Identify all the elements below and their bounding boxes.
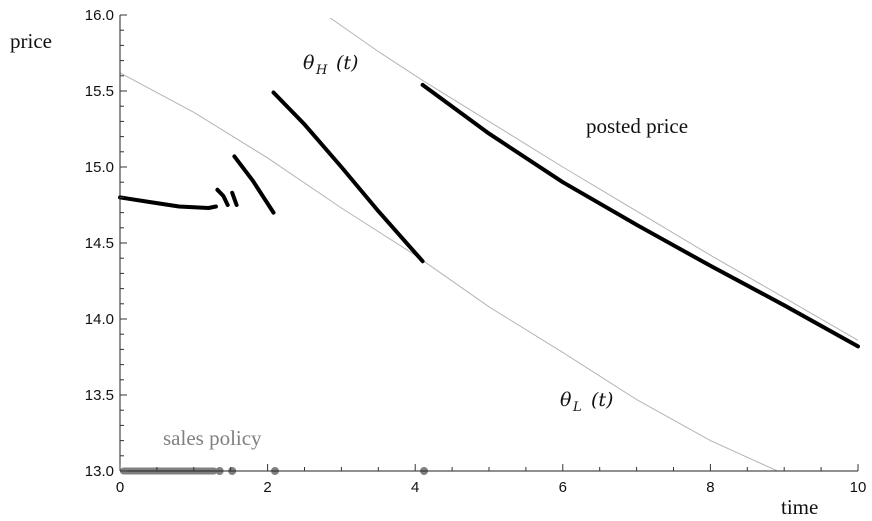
y-tick-label: 15.5	[85, 83, 114, 100]
axes-layer: 13.0 13.5 14.0 14.5 15.0 15.5 16.0 0 2 4 6 8 10	[85, 7, 867, 496]
y-tick-label: 13.5	[85, 387, 114, 404]
theta-h-symbol: θ	[303, 52, 315, 74]
posted-price-segment-3	[230, 190, 239, 207]
posted-price-segment-6	[420, 82, 860, 349]
theta-h-argument: (t)	[336, 52, 358, 74]
y-axis-title: price	[10, 29, 52, 53]
x-tick-label: 8	[706, 479, 714, 496]
theta-l-subscript: L	[572, 400, 582, 415]
theta-h-label: θ H (t)	[303, 52, 358, 78]
theta-l-symbol: θ	[560, 389, 572, 411]
x-tick-label: 10	[850, 479, 867, 496]
x-tick-label: 4	[411, 479, 419, 496]
sales-policy-label: sales policy	[163, 426, 262, 450]
y-tick-label: 16.0	[85, 7, 114, 24]
posted-price-segment-2	[215, 187, 230, 207]
y-tick-label: 13.0	[85, 463, 114, 480]
posted-price-segment-1	[118, 195, 218, 210]
theta-l-argument: (t)	[591, 389, 613, 411]
theta-h-subscript: H	[315, 63, 328, 78]
y-tick-label: 14.0	[85, 311, 114, 328]
theta-l-label: θ L (t)	[560, 389, 613, 415]
theta-h-curve	[330, 17, 858, 341]
posted-price-segment-4	[232, 154, 276, 215]
theta-l-curve	[120, 72, 779, 471]
y-tick-label: 15.0	[85, 159, 114, 176]
y-tick-label: 14.5	[85, 235, 114, 252]
curves-layer	[118, 17, 860, 475]
x-axis-title: time	[781, 495, 818, 519]
x-tick-label: 2	[263, 479, 271, 496]
x-tick-label: 0	[116, 479, 124, 496]
posted-price-label: posted price	[586, 114, 688, 138]
posted-price-segment-5	[271, 90, 425, 264]
x-tick-label: 6	[559, 479, 567, 496]
